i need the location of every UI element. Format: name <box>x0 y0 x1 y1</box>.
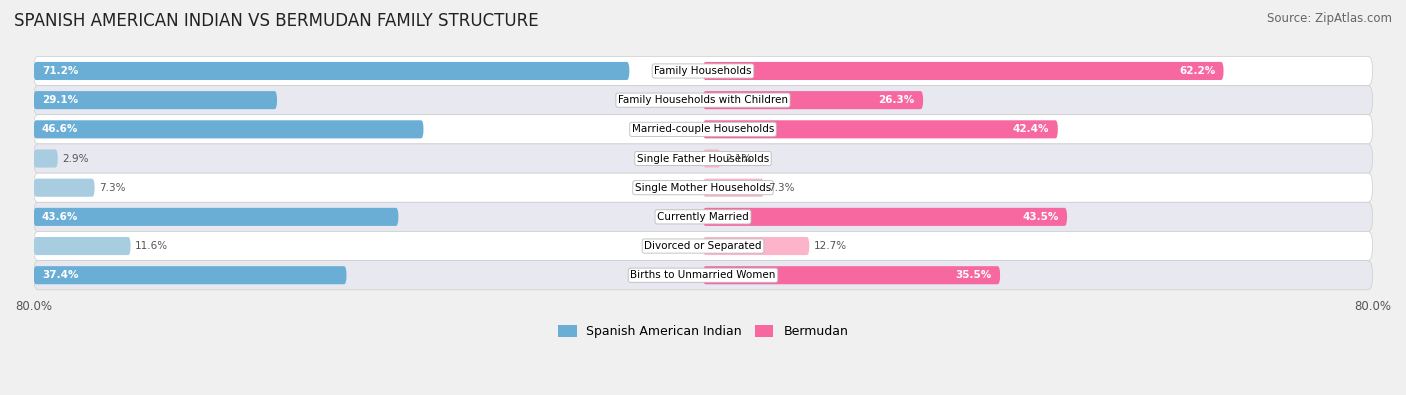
Text: 7.3%: 7.3% <box>768 182 794 193</box>
FancyBboxPatch shape <box>34 86 1372 115</box>
Text: Family Households: Family Households <box>654 66 752 76</box>
FancyBboxPatch shape <box>34 237 131 255</box>
Legend: Spanish American Indian, Bermudan: Spanish American Indian, Bermudan <box>553 320 853 343</box>
Text: Currently Married: Currently Married <box>657 212 749 222</box>
FancyBboxPatch shape <box>34 56 1372 86</box>
Text: Births to Unmarried Women: Births to Unmarried Women <box>630 270 776 280</box>
Text: Family Households with Children: Family Households with Children <box>619 95 787 105</box>
Text: SPANISH AMERICAN INDIAN VS BERMUDAN FAMILY STRUCTURE: SPANISH AMERICAN INDIAN VS BERMUDAN FAMI… <box>14 12 538 30</box>
Text: 46.6%: 46.6% <box>42 124 79 134</box>
FancyBboxPatch shape <box>34 120 423 138</box>
FancyBboxPatch shape <box>703 266 1000 284</box>
Text: Divorced or Separated: Divorced or Separated <box>644 241 762 251</box>
FancyBboxPatch shape <box>34 115 1372 144</box>
Text: 29.1%: 29.1% <box>42 95 77 105</box>
Text: 2.1%: 2.1% <box>724 154 751 164</box>
Text: Source: ZipAtlas.com: Source: ZipAtlas.com <box>1267 12 1392 25</box>
FancyBboxPatch shape <box>34 144 1372 173</box>
Text: 11.6%: 11.6% <box>135 241 167 251</box>
Text: 62.2%: 62.2% <box>1178 66 1215 76</box>
Text: 2.9%: 2.9% <box>62 154 89 164</box>
FancyBboxPatch shape <box>34 261 1372 290</box>
FancyBboxPatch shape <box>34 173 1372 202</box>
Text: 26.3%: 26.3% <box>879 95 915 105</box>
FancyBboxPatch shape <box>34 62 630 80</box>
FancyBboxPatch shape <box>703 62 1223 80</box>
FancyBboxPatch shape <box>34 91 277 109</box>
FancyBboxPatch shape <box>34 208 398 226</box>
FancyBboxPatch shape <box>703 149 720 167</box>
FancyBboxPatch shape <box>34 202 1372 231</box>
FancyBboxPatch shape <box>703 120 1057 138</box>
Text: Married-couple Households: Married-couple Households <box>631 124 775 134</box>
Text: 42.4%: 42.4% <box>1012 124 1049 134</box>
FancyBboxPatch shape <box>703 91 924 109</box>
FancyBboxPatch shape <box>34 266 346 284</box>
FancyBboxPatch shape <box>34 149 58 167</box>
Text: Single Father Households: Single Father Households <box>637 154 769 164</box>
Text: 37.4%: 37.4% <box>42 270 79 280</box>
Text: 7.3%: 7.3% <box>98 182 125 193</box>
Text: 43.6%: 43.6% <box>42 212 79 222</box>
Text: 12.7%: 12.7% <box>814 241 846 251</box>
FancyBboxPatch shape <box>703 237 810 255</box>
Text: 43.5%: 43.5% <box>1022 212 1059 222</box>
FancyBboxPatch shape <box>34 231 1372 261</box>
FancyBboxPatch shape <box>703 179 763 197</box>
FancyBboxPatch shape <box>34 179 94 197</box>
Text: Single Mother Households: Single Mother Households <box>636 182 770 193</box>
Text: 35.5%: 35.5% <box>956 270 991 280</box>
FancyBboxPatch shape <box>703 208 1067 226</box>
Text: 71.2%: 71.2% <box>42 66 79 76</box>
